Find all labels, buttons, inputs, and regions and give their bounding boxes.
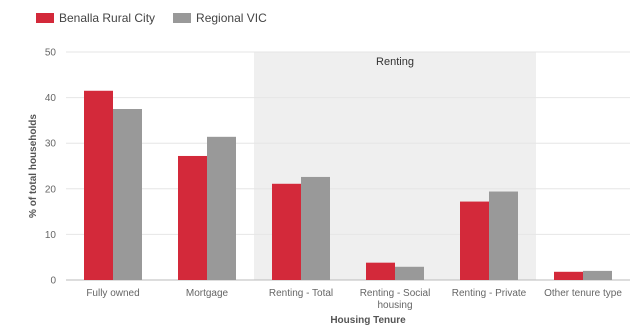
bar-benalla-1 <box>178 155 207 280</box>
legend-label-regional-vic: Regional VIC <box>196 11 267 25</box>
legend-label-benalla: Benalla Rural City <box>59 11 156 25</box>
x-axis-title: Housing Tenure <box>330 315 406 326</box>
legend-item-benalla[interactable]: Benalla Rural City <box>36 11 155 25</box>
x-tick-label-5: Other tenure type <box>544 288 622 299</box>
bar-benalla-3 <box>366 262 395 280</box>
x-tick-label-3: Renting - Social housing <box>360 288 431 311</box>
legend: Benalla Rural City Regional VIC <box>36 11 267 25</box>
y-tick-label-40: 40 <box>45 93 57 104</box>
bar-regional-vic-0 <box>113 109 142 280</box>
shaded-band-label: Renting <box>376 56 414 68</box>
legend-swatch-benalla <box>36 13 54 23</box>
x-tick-label-0: Fully owned <box>86 288 139 299</box>
y-tick-label-50: 50 <box>45 48 57 59</box>
y-tick-label-30: 30 <box>45 139 57 150</box>
legend-item-regional-vic[interactable]: Regional VIC <box>173 11 267 25</box>
y-tick-label-10: 10 <box>45 230 57 241</box>
x-tick-label-2: Renting - Total <box>269 288 333 299</box>
legend-swatch-regional-vic <box>173 13 192 23</box>
bar-benalla-4 <box>460 201 489 280</box>
bar-benalla-0 <box>84 90 113 280</box>
bar-benalla-5 <box>554 271 583 280</box>
x-tick-label-4: Renting - Private <box>452 288 527 299</box>
bar-regional-vic-3 <box>395 266 424 280</box>
bar-regional-vic-5 <box>583 270 612 280</box>
bar-benalla-2 <box>272 183 301 280</box>
y-axis-title: % of total households <box>28 114 39 218</box>
bar-regional-vic-2 <box>301 176 330 280</box>
bar-regional-vic-1 <box>207 136 236 280</box>
y-tick-label-0: 0 <box>50 276 56 287</box>
bar-regional-vic-4 <box>489 191 518 280</box>
y-tick-label-20: 20 <box>45 184 57 195</box>
x-tick-label-1: Mortgage <box>186 288 229 299</box>
